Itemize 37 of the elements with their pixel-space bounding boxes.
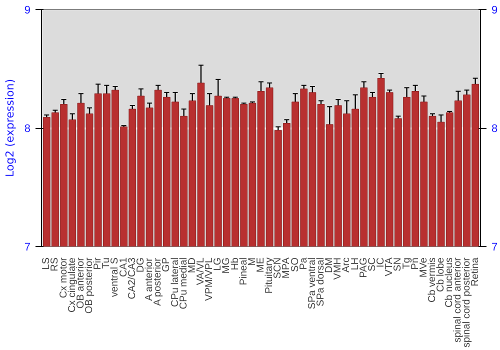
x-tick-label: spinal cord posterior (461, 256, 472, 348)
y2-tick-label: 8 (492, 123, 498, 135)
x-tick-label: OB anterior (75, 256, 86, 309)
x-tick-label: CA1 (118, 257, 130, 277)
x-tick-label: OB posterior (84, 256, 96, 314)
x-tick-label: M (246, 257, 258, 266)
y-axis-title: Log2 (expression) (3, 78, 16, 178)
x-tick-label: LH (350, 257, 361, 270)
y-tick-label: 7 (24, 242, 31, 254)
x-tick-label: Pituitary (264, 258, 276, 294)
x-tick-label: CPu medial (178, 257, 190, 310)
x-tick-label: Pa (298, 257, 310, 270)
y2-tick-label: 7 (492, 242, 498, 254)
x-tick-label: SO (290, 257, 301, 272)
x-tick-label: DG (135, 257, 146, 272)
x-tick-label: Arc (341, 258, 352, 272)
x-tick-label: GP (161, 257, 172, 272)
x-tick-label: MVe (418, 257, 430, 278)
x-tick-label: Cx cingulate (66, 257, 78, 313)
x-tick-label: PAG (358, 257, 370, 278)
x-tick-label: ventral S (110, 257, 121, 297)
y2-tick-label: 9 (492, 4, 498, 16)
x-tick-label: Pineal (238, 257, 250, 286)
x-tick-label: A posterior (152, 257, 164, 306)
y-tick-label: 8 (24, 123, 31, 135)
x-tick-label: Tg (401, 258, 412, 270)
x-tick-label: SC (366, 257, 378, 272)
x-tick-label: MPA (281, 257, 292, 278)
x-tick-label: CA2/CA3 (126, 257, 138, 300)
x-tick-label: ME (256, 257, 266, 272)
x-tick-label: Pn (410, 257, 421, 270)
x-tick-label: Retina (470, 257, 481, 286)
y-tick-label: 9 (24, 4, 31, 16)
x-tick-label: RS (50, 257, 61, 272)
x-tick-label: Hb (230, 257, 241, 270)
x-tick-label: SN (392, 257, 404, 272)
x-tick-label: spinal cord anterior (452, 256, 464, 343)
